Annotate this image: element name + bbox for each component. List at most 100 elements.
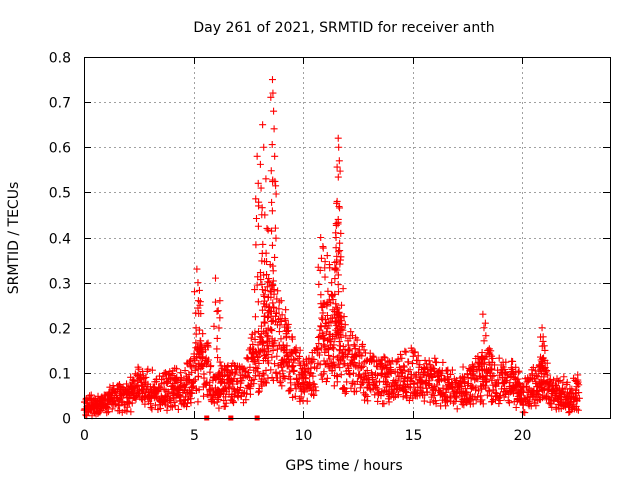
data-point: [290, 366, 298, 374]
data-point: [313, 364, 321, 372]
data-point: [156, 384, 164, 392]
data-point: [483, 391, 491, 399]
data-point: [161, 369, 169, 377]
data-point: [271, 360, 279, 368]
data-point: [509, 357, 517, 365]
data-point: [262, 366, 270, 374]
data-point: [331, 275, 339, 283]
x-tick-label: 0: [80, 428, 89, 444]
data-point: [540, 342, 548, 350]
data-point: [506, 379, 514, 387]
data-point: [254, 388, 262, 396]
data-point: [329, 353, 337, 361]
data-point: [449, 399, 457, 407]
data-point: [254, 222, 262, 230]
data-point: [357, 374, 365, 382]
data-point: [477, 392, 485, 400]
data-point: [182, 380, 190, 388]
data-point: [432, 400, 440, 408]
data-point: [86, 392, 94, 400]
data-point: [335, 202, 343, 210]
data-point: [275, 328, 283, 336]
data-point: [174, 405, 182, 413]
data-point: [255, 352, 263, 360]
data-point: [137, 395, 145, 403]
data-point: [321, 273, 329, 281]
data-point: [260, 318, 268, 326]
data-point: [346, 345, 354, 353]
data-point: [315, 340, 323, 348]
data-point: [252, 214, 260, 222]
data-point: [315, 280, 323, 288]
data-point: [207, 362, 215, 370]
data-point: [198, 342, 206, 350]
data-point: [478, 354, 486, 362]
data-point: [331, 290, 339, 298]
data-point: [358, 352, 366, 360]
y-tick-label: 0.3: [49, 277, 71, 293]
data-point: [328, 362, 336, 370]
data-point: [431, 397, 439, 405]
data-point: [351, 345, 359, 353]
data-point: [505, 399, 513, 407]
data-point: [475, 387, 483, 395]
data-point: [402, 348, 410, 356]
data-point: [147, 403, 155, 411]
data-point: [287, 379, 295, 387]
data-point: [267, 366, 275, 374]
data-point: [282, 321, 290, 329]
data-point: [575, 389, 583, 397]
data-point: [332, 300, 340, 308]
data-point: [468, 382, 476, 390]
data-point: [536, 365, 544, 373]
data-point: [276, 315, 284, 323]
data-point: [115, 402, 123, 410]
data-point: [340, 384, 348, 392]
data-point: [267, 326, 275, 334]
y-tick-label: 0.2: [49, 322, 71, 338]
data-point: [251, 286, 259, 294]
data-point: [540, 385, 548, 393]
data-point: [272, 182, 280, 190]
data-point: [238, 377, 246, 385]
data-point: [260, 300, 268, 308]
data-point: [183, 399, 191, 407]
data-point: [266, 287, 274, 295]
data-point: [134, 382, 142, 390]
data-point: [261, 303, 269, 311]
data-point: [333, 313, 341, 321]
data-point: [288, 333, 296, 341]
data-point: [301, 374, 309, 382]
data-point: [300, 388, 308, 396]
data-point: [263, 224, 271, 232]
data-point: [337, 325, 345, 333]
data-point: [337, 356, 345, 364]
data-point: [270, 304, 278, 312]
data-point: [526, 397, 534, 405]
data-point: [262, 175, 270, 183]
data-point: [144, 365, 152, 373]
data-point: [164, 402, 172, 410]
data-point: [333, 303, 341, 311]
data-point: [297, 393, 305, 401]
data-point: [560, 373, 568, 381]
data-point: [242, 396, 250, 404]
data-point: [306, 381, 314, 389]
data-point: [268, 76, 276, 84]
data-point: [478, 385, 486, 393]
data-point: [512, 363, 520, 371]
data-point: [272, 190, 280, 198]
data-point: [335, 143, 343, 151]
data-point: [377, 360, 385, 368]
data-point: [479, 400, 487, 408]
data-point: [359, 362, 367, 370]
data-point: [361, 391, 369, 399]
data-point: [259, 338, 267, 346]
data-point: [221, 402, 229, 410]
data-point: [432, 359, 440, 367]
data-point: [509, 369, 517, 377]
data-point: [271, 224, 279, 232]
data-point: [254, 298, 262, 306]
data-point: [386, 382, 394, 390]
data-point: [480, 375, 488, 383]
